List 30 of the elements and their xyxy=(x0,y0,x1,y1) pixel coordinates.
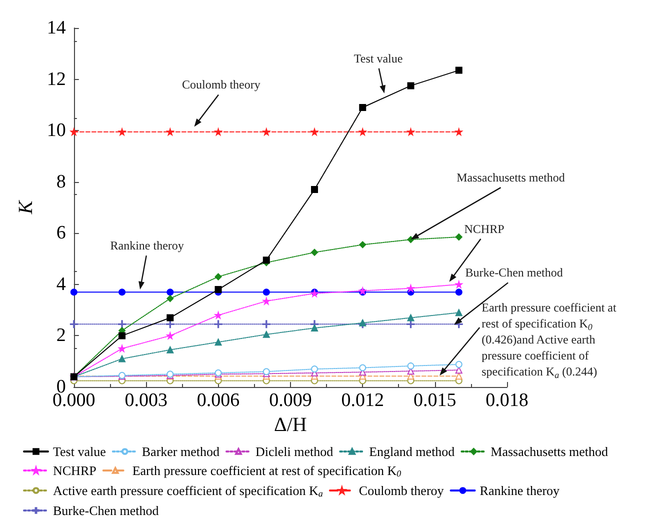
legend-label: Massachusetts method xyxy=(490,444,609,459)
y-tick-label: 14 xyxy=(46,18,66,38)
y-tick-label: 12 xyxy=(46,68,66,90)
x-tick-label: 0.009 xyxy=(269,390,312,411)
legend-label: Dicleli method xyxy=(255,444,334,459)
annotation: NCHRP xyxy=(464,222,505,236)
y-axis-title: K xyxy=(15,199,37,216)
x-tick-label: 0.006 xyxy=(196,390,240,411)
y-tick-label: 2 xyxy=(56,325,66,346)
legend-label: Coulomb theroy xyxy=(358,483,444,498)
x-axis-title: Δ/H xyxy=(274,414,307,436)
annotation: Rankine theroy xyxy=(110,238,184,253)
annotation: Burke-Chen method xyxy=(465,266,563,280)
y-tick-label: 10 xyxy=(46,120,66,142)
x-tick-label: 0.012 xyxy=(341,390,384,411)
x-tick-label: 0.003 xyxy=(124,390,168,411)
y-tick-label: 8 xyxy=(56,171,66,192)
legend-label: Rankine theroy xyxy=(480,483,560,498)
annotation: Test value xyxy=(354,51,403,66)
legend-label: Burke-Chen method xyxy=(53,503,160,518)
x-tick-label: 0.018 xyxy=(486,390,528,411)
legend-label: NCHRP xyxy=(53,463,96,478)
legend-label: England method xyxy=(369,444,456,459)
annotation: Massachusetts method xyxy=(456,170,565,185)
legend-label: Test value xyxy=(53,444,106,459)
y-tick-label: 6 xyxy=(56,222,66,244)
y-tick-label: 4 xyxy=(56,274,66,295)
annotation: Coulomb theory xyxy=(182,78,260,92)
legend-label: Barker method xyxy=(142,444,220,459)
x-tick-label: 0.015 xyxy=(413,390,456,411)
